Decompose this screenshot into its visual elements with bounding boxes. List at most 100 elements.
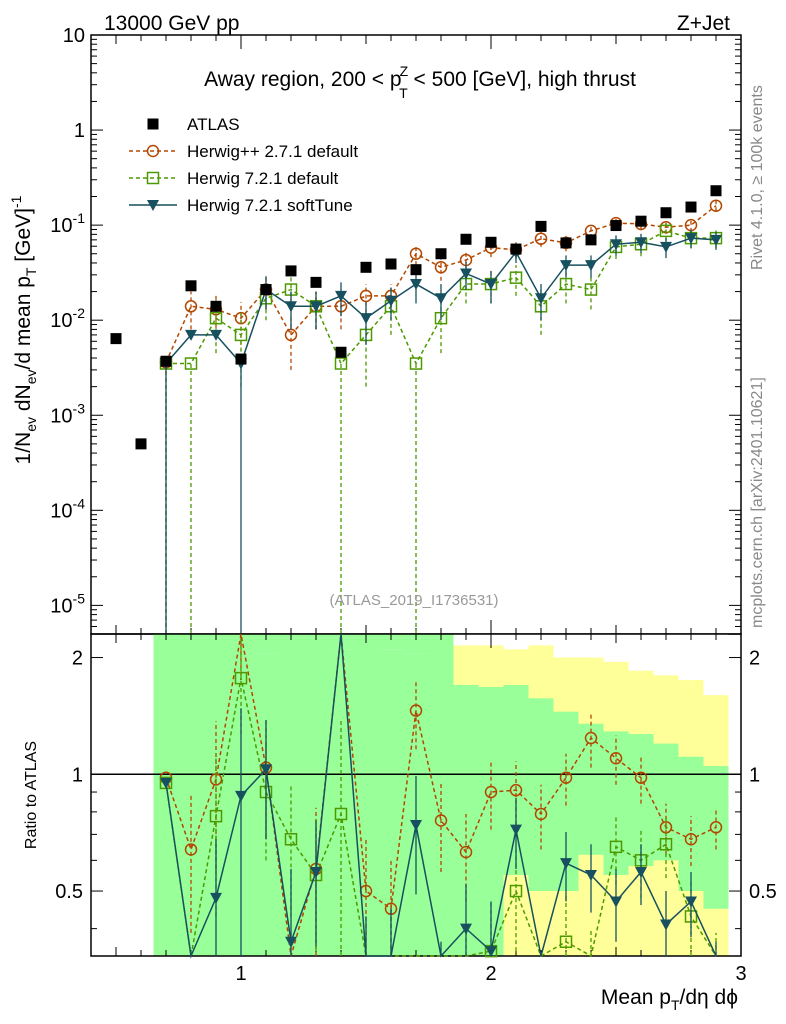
data-point-softtune xyxy=(460,268,472,280)
data-point-herwig721 xyxy=(209,311,223,325)
main-panel: 10-5 10-4 10-3 10-2 10-1 1 10 xyxy=(50,25,742,635)
data-point-herwigpp xyxy=(409,247,423,260)
data-point-atlas xyxy=(310,276,322,288)
data-point-softtune xyxy=(210,329,222,341)
ratio-point-herwigpp xyxy=(184,843,198,856)
data-point-herwigpp xyxy=(359,289,373,303)
data-point-atlas xyxy=(585,234,597,246)
ratio-point-herwigpp xyxy=(434,814,448,827)
ratio-point-herwigpp xyxy=(534,807,548,821)
data-point-atlas xyxy=(160,355,172,367)
data-point-atlas xyxy=(185,280,197,292)
data-point-softtune xyxy=(385,295,397,307)
data-point-softtune xyxy=(560,260,572,272)
ratio-point-softtune xyxy=(410,820,422,832)
ratio-y-tick-label: 1 xyxy=(72,764,83,786)
ratio-band-inner xyxy=(378,634,404,650)
ratio-point-herwig721 xyxy=(559,935,573,949)
legend-marker-herwig721 xyxy=(146,171,160,185)
x-axis-label: Mean pT/dη dϕ xyxy=(601,986,738,1013)
data-point-softtune xyxy=(335,290,347,302)
data-point-herwig721 xyxy=(409,357,423,370)
ratio-point-softtune xyxy=(660,919,672,931)
y-tick-label: 10-4 xyxy=(50,495,85,522)
data-point-herwigpp xyxy=(684,218,698,232)
ratio-point-herwigpp xyxy=(484,785,498,799)
ratio-band-gap xyxy=(703,634,729,696)
legend-marker-softtune xyxy=(147,200,159,211)
ratio-band-inner xyxy=(403,634,429,654)
series-line-herwig721 xyxy=(166,230,716,366)
data-point-atlas xyxy=(360,261,372,273)
ratio-point-herwig721 xyxy=(334,807,348,821)
data-point-softtune xyxy=(710,234,722,246)
ratio-y-axis-label: Ratio to ATLAS xyxy=(23,741,40,849)
ratio-y-tick-label-right: 2 xyxy=(749,648,760,670)
data-point-softtune xyxy=(535,293,547,305)
data-point-herwigpp xyxy=(709,199,723,212)
data-point-atlas xyxy=(560,237,572,249)
data-point-herwigpp xyxy=(434,261,448,274)
ratio-point-herwig721 xyxy=(609,840,623,854)
y-tick-label: 10-5 xyxy=(50,590,85,617)
data-point-atlas xyxy=(710,185,722,197)
data-point-atlas xyxy=(610,220,622,232)
ratio-point-herwigpp xyxy=(584,731,598,745)
data-point-atlas xyxy=(460,233,472,245)
data-point-softtune xyxy=(585,260,597,272)
data-point-atlas xyxy=(660,207,672,219)
y-tick-label: 10-1 xyxy=(50,210,85,237)
ratio-band-inner xyxy=(153,634,179,956)
data-point-atlas xyxy=(385,258,397,270)
ratio-band-gap xyxy=(678,634,704,681)
ratio-point-herwig721 xyxy=(509,884,523,898)
ratio-y-tick-label: 2 xyxy=(72,648,83,670)
data-point-softtune xyxy=(410,279,422,291)
header-energy: 13000 GeV pp xyxy=(104,12,239,35)
ratio-point-softtune xyxy=(210,892,222,904)
ratio-band-inner xyxy=(378,634,404,956)
legend: ATLAS Herwig++ 2.7.1 default Herwig 7.2.1 … xyxy=(129,115,358,215)
data-point-atlas xyxy=(435,248,447,260)
x-tick-label: 3 xyxy=(735,963,746,985)
ratio-point-herwigpp xyxy=(359,884,373,898)
ratio-point-herwigpp xyxy=(609,751,623,765)
ratio-point-herwigpp xyxy=(459,845,473,859)
ratio-band-gap xyxy=(503,634,529,650)
ratio-point-softtune xyxy=(310,866,322,878)
data-point-herwig721 xyxy=(584,283,598,296)
plot-title: Away region, 200 < pZ T < 500 [GeV], high… xyxy=(204,63,636,101)
data-point-atlas xyxy=(335,346,347,358)
data-point-herwig721 xyxy=(509,271,523,284)
legend-label-herwigpp: Herwig++ 2.7.1 default xyxy=(187,142,358,161)
data-point-softtune xyxy=(185,329,197,341)
ratio-band-gap xyxy=(553,634,579,658)
legend-marker-herwigpp xyxy=(146,144,160,158)
ratio-point-herwigpp xyxy=(684,832,698,846)
y-tick-label: 10-3 xyxy=(50,400,85,427)
y-tick-label: 10-2 xyxy=(50,305,85,332)
ratio-point-softtune xyxy=(460,923,472,935)
analysis-label: (ATLAS_2019_I1736531) xyxy=(329,592,498,609)
ratio-point-softtune xyxy=(685,896,697,908)
ratio-line-herwigpp xyxy=(165,633,717,957)
data-point-atlas xyxy=(210,300,222,312)
ratio-point-softtune xyxy=(510,824,522,836)
data-point-herwig721 xyxy=(659,224,673,238)
data-point-herwig721 xyxy=(234,328,248,342)
data-point-softtune xyxy=(435,293,447,305)
ratio-point-herwigpp xyxy=(509,783,523,797)
ratio-band-inner xyxy=(303,634,329,658)
ratio-point-herwigpp xyxy=(559,771,573,784)
ratio-band-gap xyxy=(653,634,679,676)
ratio-band-inner xyxy=(253,634,279,654)
x-tick-label: 2 xyxy=(485,963,496,985)
ratio-point-herwigpp xyxy=(709,821,723,834)
ratio-band-gap xyxy=(628,634,654,671)
ratio-point-herwigpp xyxy=(409,704,423,717)
data-point-softtune xyxy=(285,301,297,313)
data-point-atlas xyxy=(260,284,272,296)
series-line-herwigpp xyxy=(165,205,717,363)
data-point-softtune xyxy=(685,233,697,245)
